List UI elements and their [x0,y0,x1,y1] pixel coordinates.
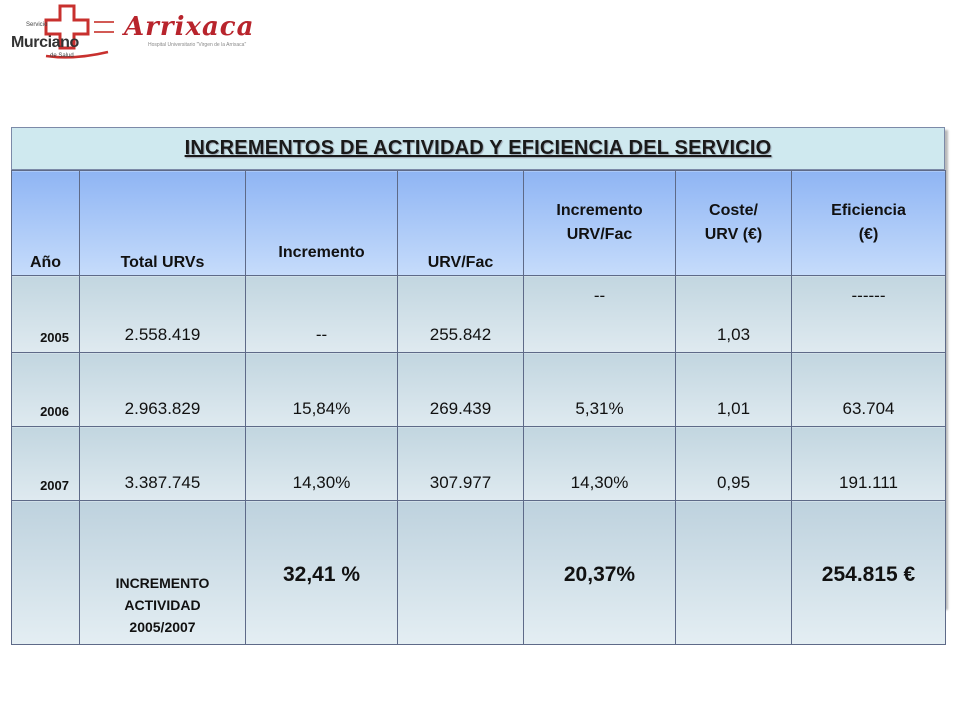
cell-eficiencia: 63.704 [791,352,946,427]
header-eficiencia: Eficiencia (€) [791,170,946,276]
cell-urv-fac: 255.842 [397,275,524,353]
summary-row: INCREMENTO ACTIVIDAD 2005/2007 32,41 % 20,… [11,500,946,645]
cell-year: 2006 [11,352,80,427]
cell-eficiencia: ------ [791,275,946,353]
cell-year: 2007 [11,426,80,501]
arrixaca-wordmark: Arrixaca [124,12,255,42]
red-cross-icon [44,4,114,59]
servicio-murciano-salud-logo: Servicio Murciano de Salud [10,2,116,62]
activity-efficiency-table: INCREMENTOS DE ACTIVIDAD Y EFICIENCIA DE… [11,127,946,645]
header-incremento-urv-fac: Incremento URV/Fac [523,170,676,276]
cell-eficiencia: 191.111 [791,426,946,501]
header-coste-urv: Coste/URV (€) [675,170,792,276]
logo-text-de-salud: de Salud [50,53,74,59]
summary-incremento-urv-fac: 20,37% [523,500,676,645]
cell-empty [397,500,524,645]
cell-incremento: 15,84% [245,352,398,427]
header-incremento: Incremento [245,170,398,276]
cell-total-urvs: 3.387.745 [79,426,246,501]
cell-empty [11,500,80,645]
table-row-2005: 2005 2.558.419 -- 255.842 -- 1,03 ------ [11,275,946,353]
header-year: Año [11,170,80,276]
header-total-urvs: Total URVs [79,170,246,276]
cell-coste-urv: 1,01 [675,352,792,427]
logo-text-servicio: Servicio [26,22,48,28]
data-grid: Año Total URVs Incremento URV/Fac Increm… [11,170,946,645]
summary-incremento: 32,41 % [245,500,398,645]
table-row-2006: 2006 2.963.829 15,84% 269.439 5,31% 1,01… [11,352,946,427]
summary-label: INCREMENTO ACTIVIDAD 2005/2007 [79,500,246,645]
arrixaca-logo: Arrixaca Hospital Universitario "Virgen … [124,12,264,56]
cell-urv-fac: 307.977 [397,426,524,501]
cell-empty [675,500,792,645]
cell-coste-urv: 1,03 [675,275,792,353]
cell-incremento-urv-fac: 5,31% [523,352,676,427]
summary-eficiencia: 254.815 € [791,500,946,645]
arrixaca-subtitle: Hospital Universitario "Virgen de la Arr… [148,42,247,48]
table-row-2007: 2007 3.387.745 14,30% 307.977 14,30% 0,9… [11,426,946,501]
cell-total-urvs: 2.558.419 [79,275,246,353]
header-urv-fac: URV/Fac [397,170,524,276]
table-title-bar: INCREMENTOS DE ACTIVIDAD Y EFICIENCIA DE… [11,127,945,170]
cell-incremento-urv-fac: 14,30% [523,426,676,501]
header-row: Año Total URVs Incremento URV/Fac Increm… [11,170,946,276]
cell-year: 2005 [11,275,80,353]
logo-text-murciano: Murciano [11,34,79,51]
cell-coste-urv: 0,95 [675,426,792,501]
table-title: INCREMENTOS DE ACTIVIDAD Y EFICIENCIA DE… [184,137,772,159]
cell-incremento-urv-fac: -- [523,275,676,353]
cell-incremento: -- [245,275,398,353]
cell-urv-fac: 269.439 [397,352,524,427]
cell-incremento: 14,30% [245,426,398,501]
cell-total-urvs: 2.963.829 [79,352,246,427]
